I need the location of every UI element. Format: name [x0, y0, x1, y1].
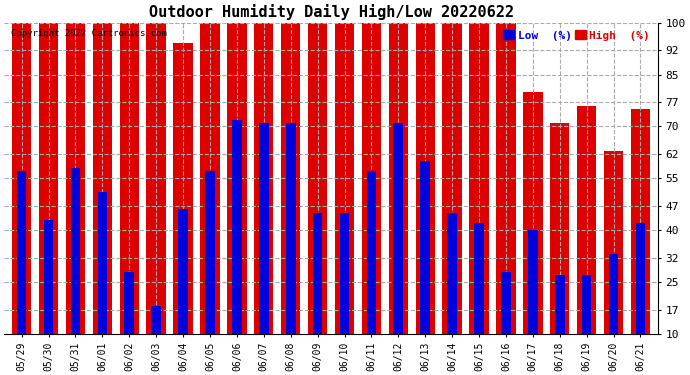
Bar	[66, 23, 85, 334]
Bar	[339, 213, 349, 334]
Bar	[97, 192, 107, 334]
Bar	[286, 123, 295, 334]
Bar	[415, 23, 435, 334]
Text: Copyright 2022 Cartronics.com: Copyright 2022 Cartronics.com	[11, 29, 166, 38]
Bar	[200, 23, 219, 334]
Bar	[582, 275, 591, 334]
Bar	[259, 123, 268, 334]
Bar	[308, 23, 327, 334]
Bar	[232, 120, 241, 334]
Bar	[124, 272, 134, 334]
Bar	[254, 23, 273, 334]
Bar	[631, 109, 650, 334]
Bar	[523, 92, 542, 334]
Bar	[604, 151, 623, 334]
Bar	[388, 23, 408, 334]
Bar	[17, 171, 26, 334]
Bar	[447, 213, 457, 334]
Bar	[178, 209, 188, 334]
Bar	[528, 230, 538, 334]
Bar	[366, 171, 376, 334]
Bar	[70, 168, 80, 334]
Legend: Low  (%), High  (%): Low (%), High (%)	[501, 28, 652, 43]
Bar	[635, 223, 645, 334]
Bar	[609, 254, 618, 334]
Bar	[501, 272, 511, 334]
Bar	[12, 23, 31, 334]
Bar	[550, 123, 569, 334]
Bar	[393, 123, 403, 334]
Bar	[362, 23, 381, 334]
Bar	[39, 23, 58, 334]
Bar	[151, 306, 161, 334]
Bar	[469, 23, 489, 334]
Bar	[496, 23, 515, 334]
Bar	[335, 23, 354, 334]
Bar	[146, 23, 166, 334]
Bar	[474, 223, 484, 334]
Bar	[173, 44, 193, 334]
Bar	[119, 23, 139, 334]
Bar	[281, 23, 300, 334]
Bar	[442, 23, 462, 334]
Bar	[420, 161, 430, 334]
Bar	[313, 213, 322, 334]
Bar	[43, 220, 53, 334]
Bar	[555, 275, 564, 334]
Title: Outdoor Humidity Daily High/Low 20220622: Outdoor Humidity Daily High/Low 20220622	[148, 4, 513, 20]
Bar	[92, 23, 112, 334]
Bar	[577, 106, 596, 334]
Bar	[205, 171, 215, 334]
Bar	[227, 23, 246, 334]
